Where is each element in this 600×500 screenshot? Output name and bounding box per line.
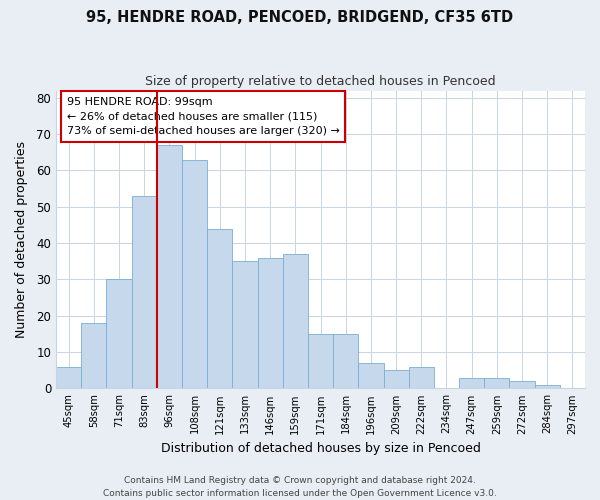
Bar [207,228,232,388]
Bar [383,370,409,388]
Text: 95, HENDRE ROAD, PENCOED, BRIDGEND, CF35 6TD: 95, HENDRE ROAD, PENCOED, BRIDGEND, CF35… [86,10,514,25]
Title: Size of property relative to detached houses in Pencoed: Size of property relative to detached ho… [145,75,496,88]
Bar [308,334,333,388]
Bar [358,363,383,388]
Bar [106,280,131,388]
Bar [484,378,509,388]
Bar [535,385,560,388]
Bar [459,378,484,388]
Bar [232,262,257,388]
Bar [283,254,308,388]
Y-axis label: Number of detached properties: Number of detached properties [15,141,28,338]
Bar [333,334,358,388]
Bar [81,323,106,388]
Text: 95 HENDRE ROAD: 99sqm
← 26% of detached houses are smaller (115)
73% of semi-det: 95 HENDRE ROAD: 99sqm ← 26% of detached … [67,96,340,136]
Bar [56,366,81,388]
Bar [182,160,207,388]
Bar [131,196,157,388]
Bar [509,381,535,388]
Text: Contains HM Land Registry data © Crown copyright and database right 2024.
Contai: Contains HM Land Registry data © Crown c… [103,476,497,498]
X-axis label: Distribution of detached houses by size in Pencoed: Distribution of detached houses by size … [161,442,481,455]
Bar [157,145,182,388]
Bar [257,258,283,388]
Bar [409,366,434,388]
